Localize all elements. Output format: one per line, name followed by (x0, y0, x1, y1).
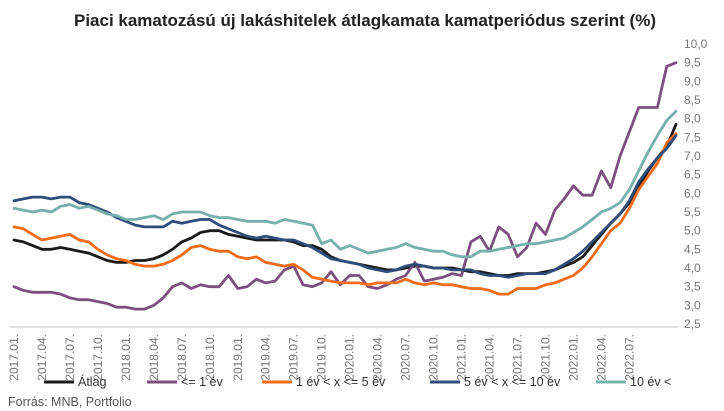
y-tick-label: 10,0 (684, 37, 708, 51)
x-tick-label: 2017.10. (91, 334, 105, 381)
legend-label-1: Átlag (78, 374, 107, 389)
x-tick-label: 2017.04. (35, 334, 49, 381)
x-tick-label: 2018.07. (175, 334, 189, 381)
y-tick-label: 4,5 (684, 242, 701, 256)
y-tick-label: 4,0 (684, 261, 701, 275)
x-tick-label: 2017.01. (7, 334, 21, 381)
y-tick-label: 6,5 (684, 168, 701, 182)
chart-title: Piaci kamatozású új lakáshitelek átlagka… (74, 11, 656, 30)
y-tick-label: 8,5 (684, 93, 701, 107)
series-line-4 (12, 134, 678, 279)
y-axis: 2,5 3,0 3,5 4,0 4,5 5,0 5,5 6,0 6,5 7,0 7,5 8,0 8,5 9… (684, 37, 708, 331)
legend-label-2: <= 1 év (181, 375, 223, 389)
x-tick-label: 2020.07. (399, 334, 413, 381)
y-tick-label: 9,0 (684, 74, 701, 88)
series-line-3 (12, 132, 678, 296)
series-line-5 (12, 109, 678, 259)
x-tick-label: 2019.04. (259, 334, 273, 381)
x-tick-label: 2020.04. (371, 334, 385, 381)
y-tick-label: 5,0 (684, 224, 701, 238)
legend-label-5: 10 év < (630, 375, 671, 389)
y-tick-label: 9,5 (684, 56, 701, 70)
legend-label-4: 5 év < x <= 10 év (464, 375, 561, 389)
legend-label-3: 1 év < x <= 5 év (296, 375, 386, 389)
y-tick-label: 8,0 (684, 112, 701, 126)
x-tick-label: 2021.04. (483, 334, 497, 381)
series-lines (12, 61, 678, 311)
x-tick-label: 2021.07. (510, 334, 524, 381)
y-tick-label: 2,5 (684, 317, 701, 331)
y-tick-label: 7,5 (684, 130, 701, 144)
x-tick-label: 2018.04. (147, 334, 161, 381)
x-tick-label: 2020.01. (343, 334, 357, 381)
x-tick-label: 2021.01. (455, 334, 469, 381)
x-tick-label: 2021.10. (538, 334, 552, 381)
y-tick-label: 6,0 (684, 186, 701, 200)
x-tick-label: 2018.01. (119, 334, 133, 381)
legend: Átlag <= 1 év 1 év < x <= 5 év 5 év < x <= … (44, 374, 671, 389)
series-line-1 (12, 122, 678, 277)
x-tick-label: 2022.07. (622, 334, 636, 381)
x-tick-label: 2018.10. (203, 334, 217, 381)
x-tick-label: 2022.01. (566, 334, 580, 381)
y-tick-label: 3,0 (684, 298, 701, 312)
source-note: Forrás: MNB, Portfolio (8, 395, 132, 409)
x-tick-label: 2019.10. (315, 334, 329, 381)
y-tick-label: 7,0 (684, 149, 701, 163)
x-tick-label: 2017.07. (63, 334, 77, 381)
x-tick-label: 2022.04. (594, 334, 608, 381)
x-tick-label: 2019.01. (231, 334, 245, 381)
y-tick-label: 5,5 (684, 205, 701, 219)
y-tick-label: 3,5 (684, 280, 701, 294)
series-line-2 (12, 61, 678, 311)
x-tick-label: 2019.07. (287, 334, 301, 381)
x-tick-label: 2020.10. (427, 334, 441, 381)
x-axis: 2017.01. 2017.04. 2017.07. 2017.10. 2018.01.… (7, 326, 678, 381)
